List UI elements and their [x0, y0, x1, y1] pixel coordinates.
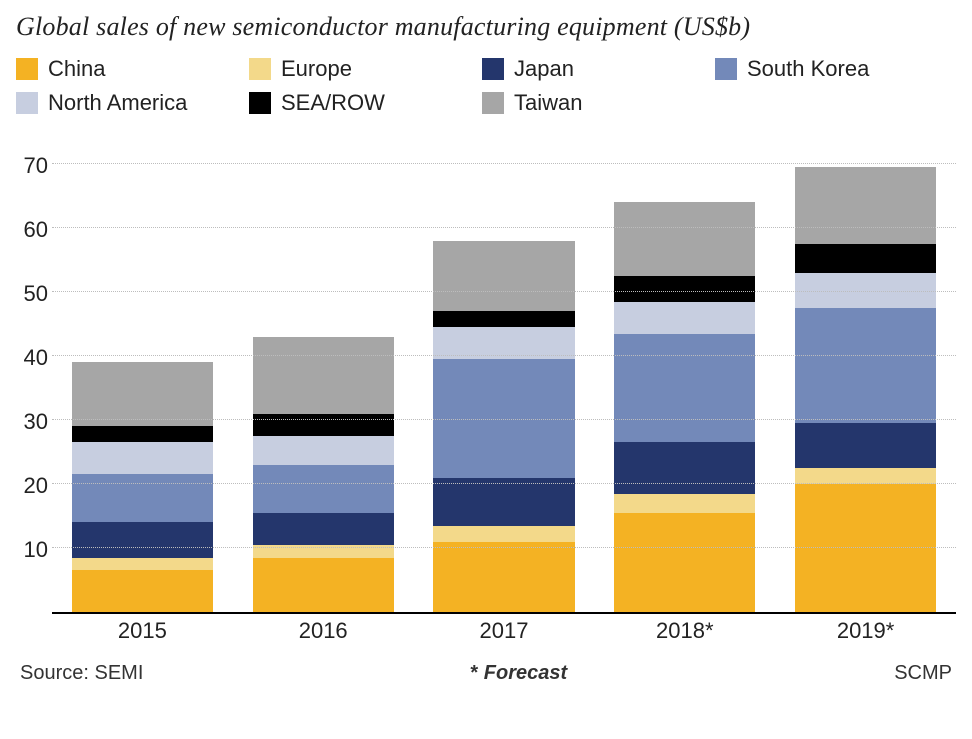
segment-europe — [795, 468, 936, 484]
legend-item-europe: Europe — [249, 56, 474, 82]
segment-japan — [795, 423, 936, 468]
legend-swatch — [482, 58, 504, 80]
legend-swatch — [715, 58, 737, 80]
legend-label: South Korea — [747, 56, 869, 82]
segment-china — [72, 570, 213, 612]
segment-north-america — [72, 442, 213, 474]
segment-china — [795, 484, 936, 612]
legend-item-north-america: North America — [16, 90, 241, 116]
x-label: 2018* — [594, 614, 775, 644]
x-label: 2015 — [52, 614, 233, 644]
legend-swatch — [16, 58, 38, 80]
legend-item-sea-row: SEA/ROW — [249, 90, 474, 116]
chart-title: Global sales of new semiconductor manufa… — [16, 12, 956, 42]
segment-north-america — [253, 436, 394, 465]
x-label: 2019* — [775, 614, 956, 644]
segment-china — [614, 513, 755, 612]
x-label: 2016 — [233, 614, 414, 644]
legend-swatch — [249, 58, 271, 80]
bar-2015 — [72, 362, 213, 612]
segment-europe — [614, 494, 755, 513]
legend-item-japan: Japan — [482, 56, 707, 82]
bar-2017 — [433, 241, 574, 612]
legend-label: Taiwan — [514, 90, 582, 116]
legend-swatch — [482, 92, 504, 114]
legend-swatch — [249, 92, 271, 114]
segment-europe — [72, 558, 213, 571]
bars-container — [52, 134, 956, 612]
segment-japan — [253, 513, 394, 545]
legend-item-south-korea: South Korea — [715, 56, 940, 82]
legend-swatch — [16, 92, 38, 114]
gridline — [52, 419, 956, 420]
x-axis: 2015201620172018*2019* — [52, 614, 956, 644]
legend-label: Japan — [514, 56, 574, 82]
segment-europe — [433, 526, 574, 542]
legend-item-taiwan: Taiwan — [482, 90, 707, 116]
legend-label: SEA/ROW — [281, 90, 385, 116]
plot-area — [52, 134, 956, 614]
gridline — [52, 547, 956, 548]
bar-2019 — [795, 167, 936, 612]
segment-north-america — [614, 302, 755, 334]
segment-south-korea — [72, 474, 213, 522]
segment-sea-row — [614, 276, 755, 302]
segment-sea-row — [795, 244, 936, 273]
segment-taiwan — [433, 241, 574, 311]
segment-south-korea — [614, 334, 755, 443]
y-tick-label: 40 — [24, 345, 48, 371]
gridline — [52, 291, 956, 292]
segment-taiwan — [72, 362, 213, 426]
credit-label: SCMP — [894, 662, 952, 685]
segment-taiwan — [614, 202, 755, 276]
gridline — [52, 227, 956, 228]
legend-label: Europe — [281, 56, 352, 82]
legend-item-china: China — [16, 56, 241, 82]
segment-japan — [433, 478, 574, 526]
segment-sea-row — [253, 414, 394, 436]
y-tick-label: 20 — [24, 473, 48, 499]
legend-label: North America — [48, 90, 187, 116]
segment-china — [433, 542, 574, 612]
segment-sea-row — [433, 311, 574, 327]
segment-south-korea — [795, 308, 936, 423]
segment-sea-row — [72, 426, 213, 442]
legend-label: China — [48, 56, 105, 82]
segment-china — [253, 558, 394, 612]
legend: China Europe Japan South Korea North America… — [16, 56, 956, 124]
bar-2016 — [253, 337, 394, 612]
bar-2018 — [614, 202, 755, 612]
segment-taiwan — [795, 167, 936, 244]
segment-japan — [614, 442, 755, 493]
gridline — [52, 163, 956, 164]
segment-taiwan — [253, 337, 394, 414]
y-tick-label: 30 — [24, 409, 48, 435]
y-axis: 10 20 30 40 50 60 70 — [16, 134, 52, 614]
source-label: Source: SEMI — [20, 662, 143, 685]
y-tick-label: 70 — [24, 153, 48, 179]
chart-footer: Source: SEMI * Forecast SCMP — [16, 662, 956, 685]
y-tick-label: 60 — [24, 217, 48, 243]
forecast-note: * Forecast — [470, 662, 567, 685]
x-label: 2017 — [414, 614, 595, 644]
y-tick-label: 50 — [24, 281, 48, 307]
gridline — [52, 355, 956, 356]
segment-japan — [72, 522, 213, 557]
gridline — [52, 483, 956, 484]
chart-area: 10 20 30 40 50 60 70 2015201620172018*2019* — [16, 134, 956, 644]
y-tick-label: 10 — [24, 537, 48, 563]
segment-south-korea — [253, 465, 394, 513]
